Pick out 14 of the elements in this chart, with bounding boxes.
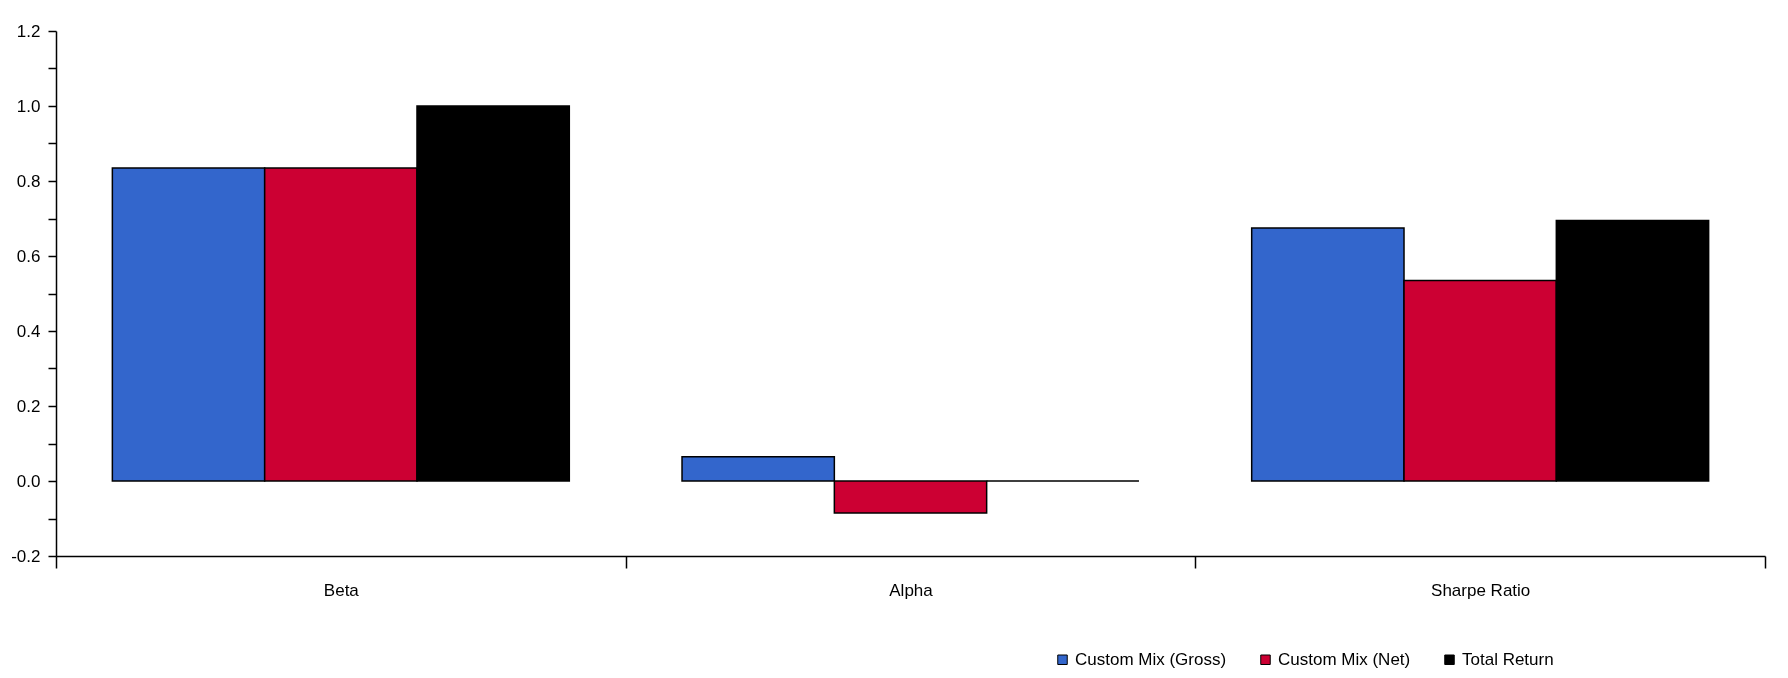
y-tick-label: -0.2 bbox=[11, 546, 41, 566]
x-tick-label: Sharpe Ratio bbox=[1431, 580, 1531, 600]
legend-label: Custom Mix (Net) bbox=[1278, 649, 1411, 669]
y-tick-label: 0.2 bbox=[16, 396, 41, 416]
x-tick-label: Beta bbox=[323, 580, 360, 600]
y-tick-label: 0.0 bbox=[16, 471, 41, 491]
y-tick-label: 0.6 bbox=[16, 246, 41, 266]
x-tick-label: Alpha bbox=[889, 580, 934, 600]
legend-label: Total Return bbox=[1462, 649, 1554, 669]
y-tick-label: 1.2 bbox=[16, 21, 41, 41]
legend-label: Custom Mix (Gross) bbox=[1075, 649, 1227, 669]
y-tick-label: 0.8 bbox=[16, 171, 41, 191]
y-tick-label: 0.4 bbox=[16, 321, 41, 341]
y-tick-label: 1.0 bbox=[16, 96, 41, 116]
